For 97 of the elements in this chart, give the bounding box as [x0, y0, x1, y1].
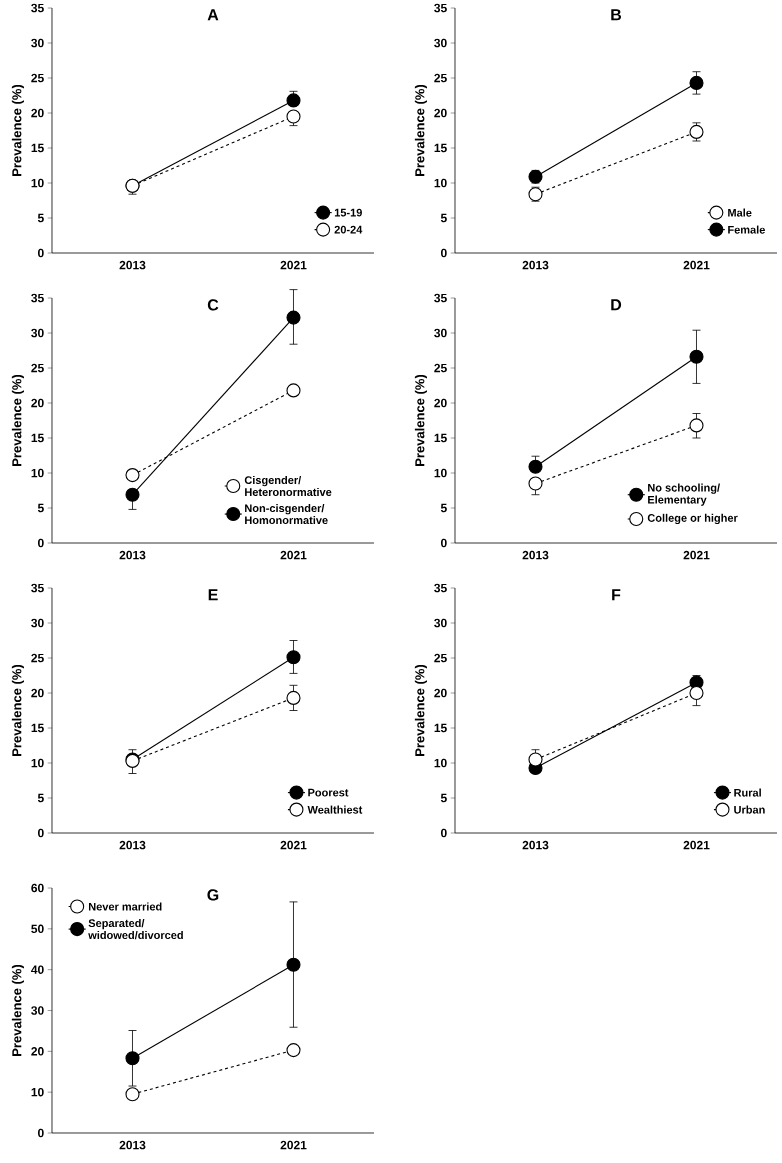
legend-label: College or higher: [647, 513, 738, 525]
y-tick-label: 10: [31, 468, 44, 478]
y-tick-label: 0: [37, 828, 44, 838]
x-tick-label: 2013: [119, 260, 146, 270]
y-axis-title: Prevalence (%): [11, 84, 24, 176]
y-tick-label: 35: [434, 583, 447, 593]
y-axis-title: Prevalence (%): [414, 664, 427, 756]
y-axis-title: Prevalence (%): [11, 664, 24, 756]
x-tick-label: 2021: [683, 840, 710, 850]
x-tick-label: 2013: [119, 550, 146, 560]
y-tick-label: 30: [434, 618, 447, 628]
y-tick-label: 25: [31, 653, 44, 663]
chart-title: C: [207, 299, 219, 311]
legend-label: Separated/ widowed/divorced: [88, 919, 183, 940]
y-tick-label: 20: [434, 398, 447, 408]
x-tick-label: 2021: [280, 840, 307, 850]
legend-label: Urban: [734, 805, 765, 814]
y-tick-label: 5: [37, 793, 44, 803]
y-tick-label: 20: [31, 1047, 44, 1056]
y-axis-title: Prevalence (%): [414, 374, 427, 466]
chart-title: G: [207, 889, 219, 901]
y-tick-label: 20: [434, 688, 447, 698]
y-tick-label: 0: [440, 538, 447, 548]
y-axis-title: Prevalence (%): [11, 374, 24, 466]
y-tick-label: 5: [37, 213, 44, 223]
legend-label: 15-19: [334, 208, 362, 217]
legend-label: No schooling/ Elementary: [648, 483, 720, 506]
legend-label: 20-24: [334, 225, 363, 234]
y-tick-label: 30: [31, 618, 44, 628]
y-tick-label: 20: [434, 108, 447, 118]
y-tick-label: 35: [31, 583, 44, 593]
y-tick-label: 25: [434, 73, 447, 83]
y-tick-label: 30: [434, 328, 447, 338]
x-tick-label: 2021: [683, 260, 710, 270]
y-tick-label: 30: [31, 38, 44, 48]
y-tick-label: 0: [440, 248, 447, 258]
legend-label: Non-cisgender/ Homonormative: [245, 504, 328, 525]
y-tick-label: 15: [434, 433, 447, 443]
y-tick-label: 15: [31, 433, 44, 443]
legend-label: Wealthiest: [307, 805, 363, 814]
y-tick-label: 35: [31, 293, 44, 303]
y-tick-label: 25: [434, 653, 447, 663]
x-tick-label: 2021: [683, 550, 710, 560]
y-tick-label: 25: [31, 363, 44, 373]
x-tick-label: 2013: [119, 1140, 146, 1150]
y-tick-label: 15: [31, 723, 44, 733]
x-tick-label: 2013: [119, 840, 146, 850]
y-tick-label: 40: [31, 965, 44, 974]
legend-label: Never married: [88, 902, 162, 911]
y-tick-label: 30: [31, 1006, 44, 1015]
y-tick-label: 30: [434, 38, 447, 48]
y-tick-label: 35: [434, 3, 447, 13]
y-tick-label: 25: [31, 73, 44, 83]
y-tick-label: 50: [31, 924, 44, 934]
y-tick-label: 15: [31, 143, 44, 153]
y-tick-label: 10: [434, 178, 447, 188]
y-tick-label: 5: [440, 213, 447, 223]
y-tick-label: 10: [31, 758, 44, 768]
y-tick-label: 25: [434, 363, 447, 373]
chart-title: D: [611, 299, 622, 311]
y-axis-title: Prevalence (%): [414, 84, 427, 176]
chart-title: E: [208, 589, 218, 601]
y-tick-label: 20: [31, 688, 44, 698]
chart-title: F: [612, 589, 621, 601]
legend-label: Cisgender/ Heteronormative: [244, 475, 332, 497]
y-axis-title: Prevalence (%): [11, 964, 24, 1056]
y-tick-label: 5: [440, 793, 447, 803]
y-tick-label: 60: [31, 883, 44, 893]
y-tick-label: 15: [434, 723, 447, 733]
x-tick-label: 2021: [280, 260, 307, 270]
y-tick-label: 20: [31, 108, 44, 118]
y-tick-label: 30: [31, 328, 44, 338]
y-tick-label: 35: [434, 293, 447, 303]
legend-label: Male: [728, 208, 752, 217]
chart-title: B: [611, 9, 622, 21]
legend-label: Poorest: [308, 788, 349, 797]
x-tick-label: 2021: [280, 1140, 307, 1150]
y-tick-label: 20: [31, 398, 44, 408]
y-tick-label: 5: [440, 503, 447, 513]
y-tick-label: 10: [434, 758, 447, 768]
y-tick-label: 0: [440, 828, 447, 838]
y-tick-label: 10: [434, 468, 447, 478]
chart-title: A: [207, 9, 219, 21]
y-tick-label: 0: [37, 248, 44, 258]
legend-label: Female: [728, 225, 765, 234]
y-tick-label: 35: [31, 3, 44, 13]
y-tick-label: 5: [37, 503, 44, 513]
y-tick-label: 15: [434, 143, 447, 153]
y-tick-label: 10: [31, 1087, 44, 1097]
x-tick-label: 2021: [280, 550, 307, 560]
x-tick-label: 2013: [522, 260, 549, 270]
y-tick-label: 10: [31, 178, 44, 188]
legend-label: Rural: [734, 788, 761, 797]
y-tick-label: 0: [37, 1128, 44, 1138]
y-tick-label: 0: [37, 538, 44, 548]
x-tick-label: 2013: [522, 840, 549, 850]
x-tick-label: 2013: [522, 550, 549, 560]
